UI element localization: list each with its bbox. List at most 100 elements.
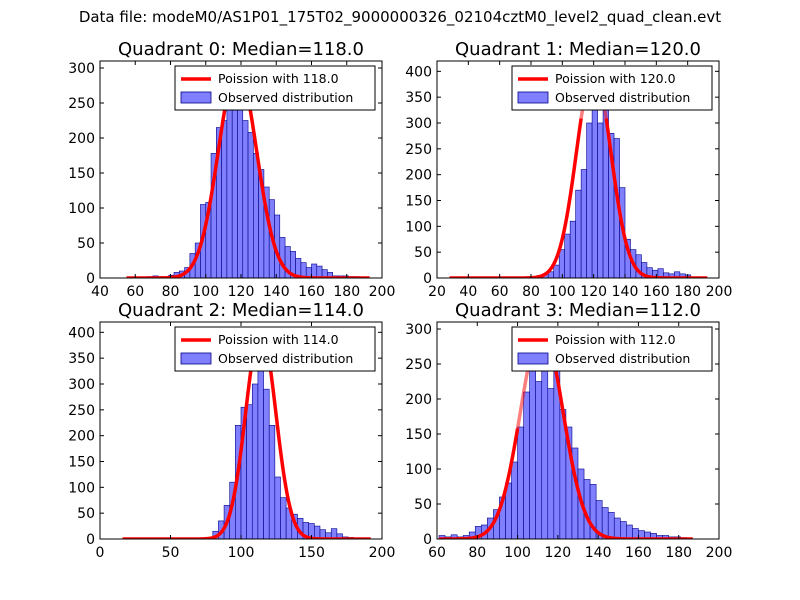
x-tick-label: 160 (298, 284, 325, 300)
x-tick-label: 180 (665, 545, 692, 561)
legend-patch-swatch (517, 352, 549, 365)
y-tick-label: 0 (86, 271, 95, 287)
histogram-bar (274, 476, 281, 539)
histogram-bar (580, 169, 587, 278)
chart-panel-3: 60 80 100 120 140 160 180 200 0 50 100 150 200 250 300… (405, 300, 732, 561)
y-tick-label: 0 (423, 532, 432, 548)
x-tick-label: 140 (585, 545, 612, 561)
x-tick-label: 180 (333, 284, 360, 300)
axes-frame (436, 60, 720, 279)
x-tick-label: 120 (228, 284, 255, 300)
chart-title: Quadrant 0: Median=118.0 (118, 39, 364, 60)
histogram-bar (575, 189, 582, 278)
legend-label-fit: Poission with 114.0 (218, 332, 339, 347)
histogram-bar (591, 81, 598, 278)
histogram-bar (247, 132, 254, 278)
x-tick-label: 60 (428, 545, 446, 561)
y-tick-label: 300 (405, 322, 432, 338)
x-tick-label: 0 (96, 545, 105, 561)
x-tick-label: 200 (369, 545, 396, 561)
y-tick-label: 200 (68, 131, 95, 147)
legend-label-fit: Poission with 120.0 (555, 71, 676, 86)
histogram-bar (268, 425, 276, 539)
y-tick-label: 100 (68, 480, 95, 496)
x-tick-label: 60 (491, 284, 509, 300)
y-tick-label: 100 (405, 462, 432, 478)
chart-title: Quadrant 3: Median=112.0 (455, 300, 701, 321)
y-tick-label: 250 (405, 142, 432, 158)
histogram-bar (569, 220, 576, 278)
legend: Poission with 120.0 Observed distribution (511, 65, 713, 111)
y-tick-label: 50 (77, 506, 95, 522)
histogram-bar (523, 391, 530, 539)
chart-title: Quadrant 1: Median=120.0 (455, 39, 701, 60)
histogram-bar (257, 357, 264, 539)
y-tick-label: 150 (68, 166, 95, 182)
x-tick-label: 200 (706, 545, 733, 561)
y-tick-label: 400 (68, 325, 95, 341)
histogram-bar (553, 264, 560, 278)
x-tick-label: 140 (263, 284, 290, 300)
legend-label-fit: Poission with 112.0 (555, 332, 676, 347)
legend-patch-swatch (517, 91, 549, 104)
x-tick-label: 160 (625, 545, 652, 561)
poisson-curve-left (122, 369, 253, 539)
y-tick-label: 100 (405, 219, 432, 235)
x-tick-label: 180 (674, 284, 701, 300)
legend-label-observed: Observed distribution (218, 90, 353, 105)
histogram-bar (221, 120, 228, 278)
y-tick-label: 300 (68, 61, 95, 77)
histogram-bar (558, 249, 565, 278)
chart-panel-1: 20 40 60 80 100 120 140 160 180 20005010015020025… (405, 39, 732, 300)
x-tick-label: 60 (126, 284, 144, 300)
y-tick-label: 300 (68, 377, 95, 393)
histogram-bar (541, 353, 549, 539)
chart-panel-2: 0 50 100 150 200 0 50 100 150 200 250 300 350 400 Quad… (68, 300, 395, 561)
y-tick-label: 250 (68, 96, 95, 112)
y-tick-label: 100 (68, 201, 95, 217)
legend: Poission with 118.0 Observed distribution (174, 65, 376, 111)
histogram-bar (246, 404, 253, 539)
y-tick-label: 200 (405, 168, 432, 184)
x-tick-label: 150 (298, 545, 325, 561)
y-tick-label: 250 (405, 357, 432, 373)
histogram-bar (253, 153, 259, 278)
x-tick-label: 50 (162, 545, 180, 561)
x-tick-label: 80 (468, 545, 486, 561)
legend-patch-swatch (180, 352, 212, 365)
histogram-bar (316, 265, 323, 278)
poisson-curve-left (126, 97, 229, 278)
histogram-bar (547, 388, 555, 539)
y-tick-label: 0 (423, 271, 432, 287)
histogram-bar (517, 426, 524, 539)
x-tick-label: 140 (612, 284, 639, 300)
histogram-bar (626, 524, 633, 539)
y-tick-label: 50 (77, 236, 95, 252)
x-tick-label: 80 (522, 284, 540, 300)
y-tick-label: 300 (405, 116, 432, 132)
histogram-bar (311, 263, 318, 278)
histogram-bar (263, 388, 270, 539)
histogram-bar (564, 233, 571, 278)
histogram-bar (242, 120, 249, 278)
y-tick-label: 400 (405, 64, 432, 80)
x-tick-label: 200 (369, 284, 396, 300)
y-tick-label: 250 (68, 403, 95, 419)
figure-suptitle: Data file: modeM0/AS1P01_175T02_90000003… (78, 8, 722, 26)
y-tick-label: 150 (405, 194, 432, 210)
y-tick-label: 0 (86, 532, 95, 548)
y-tick-label: 200 (68, 429, 95, 445)
y-tick-label: 50 (414, 497, 432, 513)
x-tick-label: 20 (428, 284, 446, 300)
histogram-bar (280, 497, 287, 539)
y-tick-label: 350 (405, 90, 432, 106)
y-tick-label: 200 (405, 392, 432, 408)
legend-label-observed: Observed distribution (218, 351, 353, 366)
x-tick-label: 100 (192, 284, 219, 300)
x-tick-label: 120 (580, 284, 607, 300)
y-tick-label: 150 (68, 455, 95, 471)
histogram-bar (511, 461, 518, 539)
x-tick-label: 160 (643, 284, 670, 300)
axes-frame (436, 321, 720, 540)
